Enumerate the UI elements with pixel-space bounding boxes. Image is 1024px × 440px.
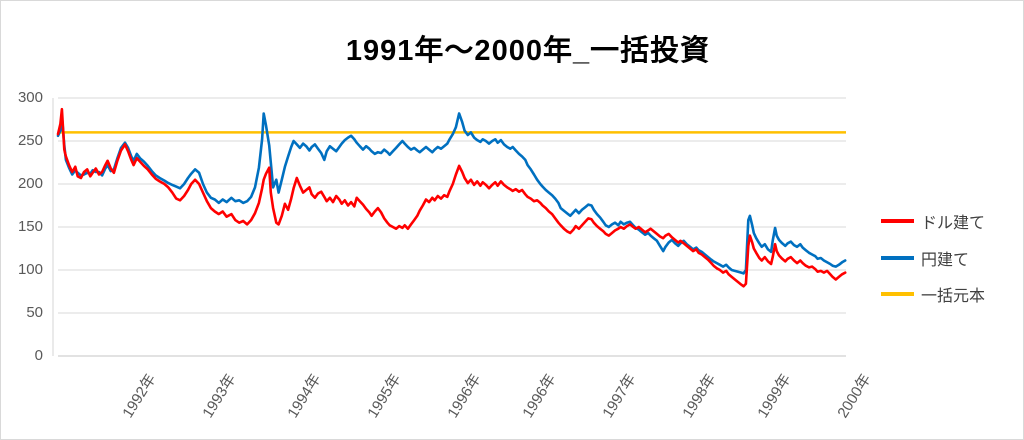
y-tick-label: 200: [17, 175, 43, 192]
chart-title: 1991年〜2000年_一括投資: [345, 35, 711, 67]
legend-item-principal: 一括元本: [881, 284, 986, 305]
legend-item-yen: 円建て: [881, 248, 970, 269]
legend-label: 円建て: [921, 252, 970, 269]
y-tick-label: 250: [17, 132, 43, 149]
legend-line-swatch-yen: [881, 256, 914, 260]
legend-label: ドル建て: [921, 215, 986, 232]
legend-line-swatch-principal: [881, 292, 914, 296]
y-tick-label: 300: [17, 89, 43, 106]
y-tick-label: 50: [26, 304, 43, 321]
y-tick-label: 100: [17, 261, 43, 278]
legend-line-swatch-dollar: [881, 219, 914, 223]
series-line-yen: [56, 112, 847, 275]
legend-item-dollar: ドル建て: [881, 211, 986, 232]
y-tick-label: 0: [34, 347, 43, 364]
y-tick-label: 150: [17, 218, 43, 235]
legend-label: 一括元本: [921, 288, 986, 305]
series-line-dollar: [56, 107, 847, 288]
